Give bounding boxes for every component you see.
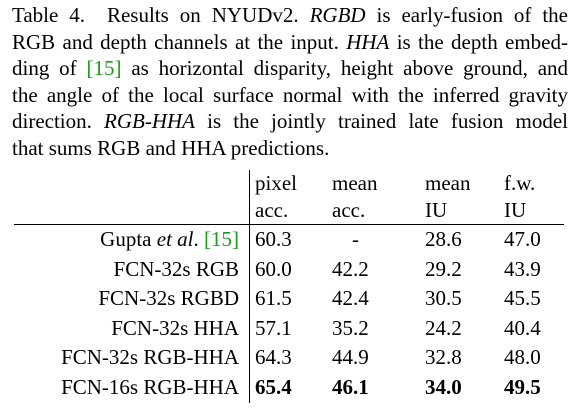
header-row-bottom: acc. acc. IU IU — [14, 197, 564, 225]
cell-pixel-acc: 60.0 — [249, 254, 328, 285]
header-acc-1: acc. — [249, 197, 328, 225]
row-method: Gupta et al. [15] — [14, 223, 250, 255]
header-method-blank — [14, 170, 250, 197]
cell-mean-iu: 28.6 — [421, 223, 500, 255]
caption-line-2: RGB and depth channels at the input. HHA… — [12, 29, 568, 54]
cell-mean-acc: 35.2 — [332, 315, 369, 340]
cell-pixel-acc: 65.4 — [249, 372, 328, 403]
header-fw: f.w. — [504, 171, 536, 195]
cell-mean-iu: 32.8 — [425, 345, 462, 370]
table-row-best: FCN-16s RGB-HHA 65.4 46.1 34.0 49.5 — [14, 372, 564, 403]
header-method-blank-2 — [14, 197, 250, 225]
cell-pixel-acc: 60.3 — [249, 223, 328, 255]
cell-pixel-acc: 64.3 — [249, 343, 328, 373]
caption-rgbhha-term: RGB-HHA — [104, 109, 195, 133]
table-row: FCN-32s HHA 57.1 35.2 24.2 40.4 — [14, 313, 564, 344]
header-acc-2: acc. — [332, 198, 366, 222]
cell-fw-iu: 47.0 — [500, 223, 564, 255]
table-row: Gupta et al. [15] 60.3 - 28.6 47.0 — [14, 223, 564, 255]
row-method: FCN-32s RGB — [113, 256, 239, 281]
caption-line-5: direction. RGB-HHA is the jointly traine… — [12, 109, 568, 133]
caption-title: Results on NYUDv2. — [106, 3, 299, 27]
caption-line-6: that sums RGB and HHA predictions. — [12, 135, 330, 160]
method-period: . — [193, 227, 199, 251]
row-method: FCN-32s RGBD — [98, 286, 239, 311]
cell-mean-iu: 29.2 — [425, 256, 462, 281]
table-row: FCN-32s RGB 60.0 42.2 29.2 43.9 — [14, 254, 564, 285]
header-iu-2: IU — [504, 198, 527, 222]
header-mean-2: mean — [425, 171, 471, 195]
caption-line-4: the angle of the local surface normal wi… — [12, 82, 568, 107]
cell-mean-acc: 44.9 — [332, 345, 369, 370]
header-iu-1: IU — [425, 198, 448, 222]
cell-mean-iu: 34.0 — [425, 374, 462, 399]
caption-line-1: Table 4. Results on NYUDv2. RGBD is earl… — [12, 3, 569, 27]
cell-mean-iu: 24.2 — [425, 315, 462, 340]
method-citation-link[interactable]: [15] — [204, 227, 239, 251]
header-pixel: pixel — [249, 170, 328, 197]
caption-label: Table 4. — [12, 3, 86, 27]
cell-pixel-acc: 57.1 — [249, 313, 328, 344]
row-method: FCN-32s HHA — [111, 315, 239, 340]
method-et-al: et al — [156, 227, 194, 251]
cell-fw-iu: 43.9 — [504, 256, 541, 281]
cell-mean-acc: - — [328, 223, 421, 255]
row-method: FCN-16s RGB-HHA — [61, 374, 239, 399]
method-name: Gupta — [100, 227, 152, 251]
cell-mean-acc: 42.4 — [332, 286, 369, 311]
header-row-top: pixel mean mean f.w. — [14, 170, 564, 197]
cell-mean-iu: 30.5 — [425, 286, 462, 311]
results-table: pixel mean mean f.w. acc. acc. IU IU Gup… — [14, 170, 564, 403]
caption-rgbd-term: RGBD — [309, 3, 366, 27]
row-method: FCN-32s RGB-HHA — [61, 345, 239, 370]
cell-fw-iu: 45.5 — [504, 286, 541, 311]
table-row: FCN-32s RGB-HHA 64.3 44.9 32.8 48.0 — [14, 343, 564, 373]
cell-mean-acc: 46.1 — [332, 374, 369, 399]
cell-fw-iu: 48.0 — [504, 345, 541, 370]
table-caption: Table 4. Results on NYUDv2. RGBD is earl… — [12, 2, 568, 161]
table-row: FCN-32s RGBD 61.5 42.4 30.5 45.5 — [14, 284, 564, 314]
caption-hha-term: HHA — [346, 29, 390, 54]
cell-mean-acc: 42.2 — [332, 256, 369, 281]
cell-fw-iu: 40.4 — [504, 315, 541, 340]
header-mean-1: mean — [332, 171, 378, 195]
caption-citation-link[interactable]: [15] — [86, 56, 122, 80]
cell-fw-iu: 49.5 — [504, 374, 541, 399]
caption-line-3: ding of [15] as horizontal disparity, he… — [12, 56, 569, 80]
cell-pixel-acc: 61.5 — [249, 284, 328, 314]
